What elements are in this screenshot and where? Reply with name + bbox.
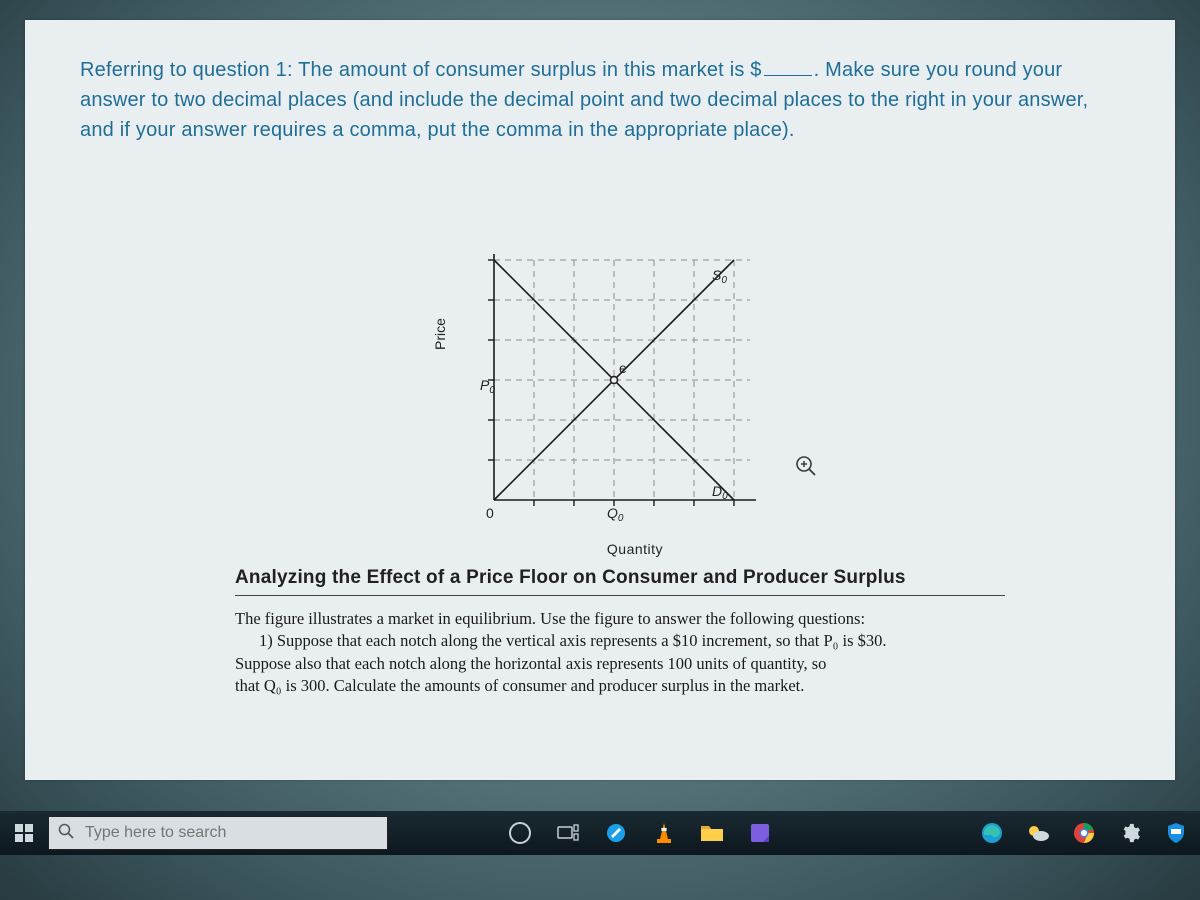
q0-label: Q0 xyxy=(607,505,624,524)
supply-demand-chart: Price xyxy=(460,250,810,557)
item1-line2: Suppose also that each notch along the h… xyxy=(235,654,826,673)
start-button[interactable] xyxy=(0,811,48,855)
x-axis-label: Quantity xyxy=(460,541,810,557)
taskbar-search[interactable] xyxy=(48,816,388,850)
task-view-icon[interactable] xyxy=(556,821,580,845)
edge-icon[interactable] xyxy=(980,821,1004,845)
security-shield-icon[interactable] xyxy=(1164,821,1188,845)
demand-curve-label: D0 xyxy=(712,483,728,502)
question-prefix: Referring to question 1: The amount of c… xyxy=(80,59,762,81)
windows-logo-icon xyxy=(15,824,33,842)
item-number: 1) xyxy=(259,631,273,650)
vlc-icon[interactable] xyxy=(652,821,676,845)
chart-svg: e S0 D0 P0 0 Q0 xyxy=(460,250,760,538)
figure-body: The figure illustrates a market in equil… xyxy=(235,608,1025,697)
search-input[interactable] xyxy=(83,823,367,843)
search-icon xyxy=(49,823,83,844)
figure-intro: The figure illustrates a market in equil… xyxy=(235,609,865,628)
answer-blank[interactable] xyxy=(764,56,812,76)
file-explorer-icon[interactable] xyxy=(700,821,724,845)
zoom-in-icon[interactable] xyxy=(795,455,817,477)
equilibrium-label: e xyxy=(619,360,627,376)
taskbar-pinned-apps xyxy=(508,821,772,845)
paint3d-icon[interactable] xyxy=(604,821,628,845)
item1-line3: that Q₀ is 300. Calculate the amounts of… xyxy=(235,676,804,695)
sticky-notes-icon[interactable] xyxy=(748,821,772,845)
weather-icon[interactable] xyxy=(1026,821,1050,845)
content-page: Referring to question 1: The amount of c… xyxy=(25,20,1175,780)
cortana-icon[interactable] xyxy=(508,821,532,845)
windows-taskbar xyxy=(0,811,1200,855)
taskbar-tray xyxy=(980,821,1188,845)
question-text: Referring to question 1: The amount of c… xyxy=(80,55,1125,145)
origin-label: 0 xyxy=(486,505,494,521)
figure-heading: Analyzing the Effect of a Price Floor on… xyxy=(235,567,1005,596)
y-axis-label: Price xyxy=(432,318,448,350)
chrome-icon[interactable] xyxy=(1072,821,1096,845)
settings-gear-icon[interactable] xyxy=(1118,821,1142,845)
item1-line1: Suppose that each notch along the vertic… xyxy=(277,631,887,650)
